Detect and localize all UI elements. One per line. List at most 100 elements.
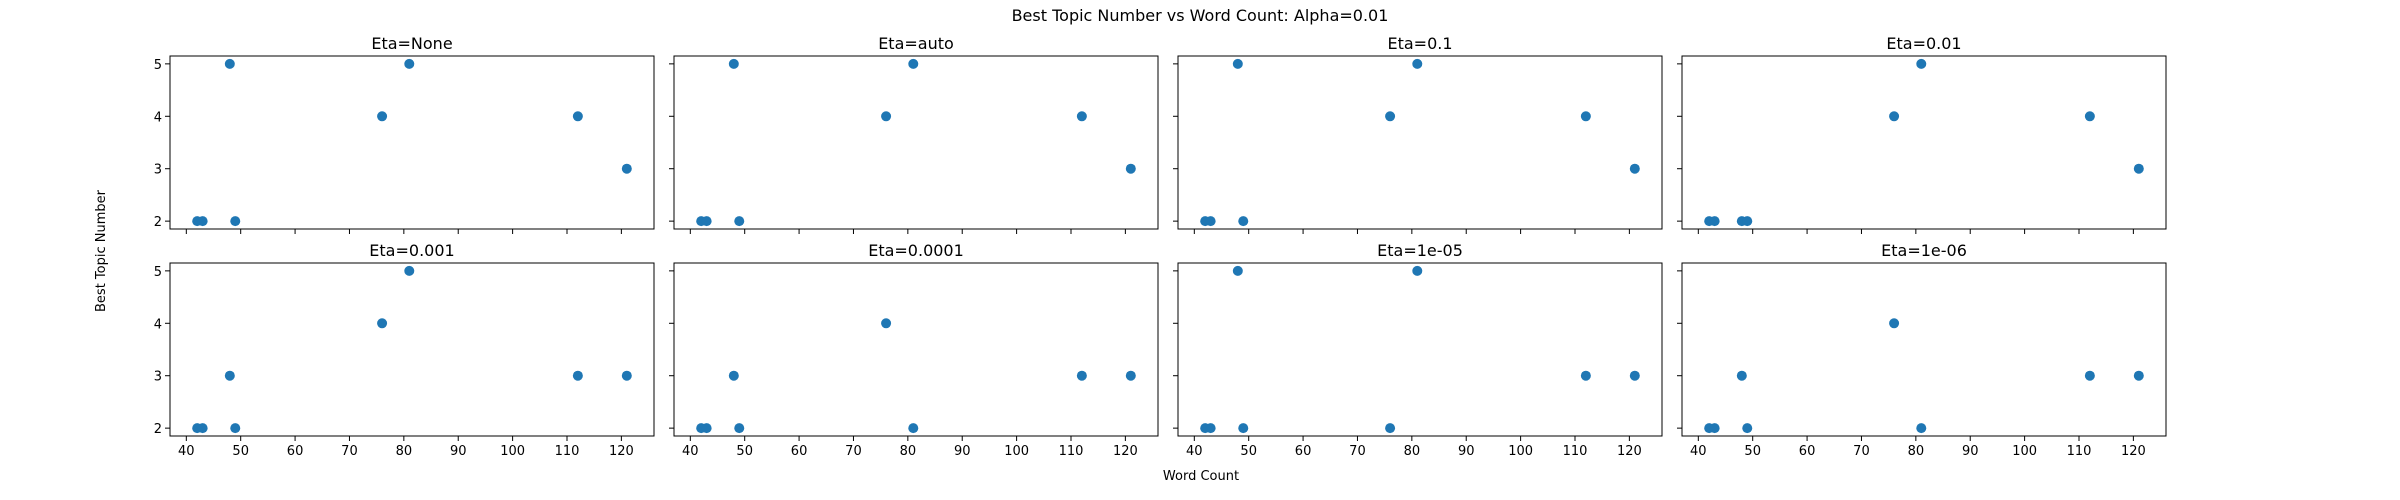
scatter-point — [701, 216, 712, 227]
scatter-point — [1385, 111, 1396, 122]
y-tick-label: 3 — [154, 163, 162, 178]
scatter-point — [701, 423, 712, 434]
subplot-title: Eta=auto — [878, 34, 954, 53]
subplot-title: Eta=0.01 — [1886, 34, 1961, 53]
axes-frame — [1177, 262, 1663, 437]
x-tick-label: 100 — [1508, 444, 1533, 459]
scatter-point — [1742, 216, 1753, 227]
subplot: Eta=0.001 40 50 60 70 80 90 100 110 120 2 3 4 5 — [154, 241, 655, 459]
x-tick-label: 90 — [1458, 444, 1475, 459]
x-tick-label: 40 — [178, 444, 195, 459]
scatter-point — [1385, 423, 1396, 434]
x-tick-label: 90 — [954, 444, 971, 459]
figure-ylabel: Best Topic Number — [94, 189, 109, 312]
x-tick-label: 120 — [609, 444, 634, 459]
x-tick-label: 40 — [1690, 444, 1707, 459]
scatter-point — [224, 370, 235, 381]
x-tick-label: 70 — [845, 444, 862, 459]
figure-suptitle: Best Topic Number vs Word Count: Alpha=0… — [1012, 6, 1389, 25]
x-tick-label: 60 — [791, 444, 808, 459]
y-tick-label: 4 — [154, 110, 162, 125]
axes-frame — [1177, 55, 1663, 230]
axes-frame — [169, 55, 655, 230]
scatter-point — [404, 58, 415, 69]
scatter-point — [197, 216, 208, 227]
scatter-point — [1412, 265, 1423, 276]
scatter-point — [881, 318, 892, 329]
subplot-title: Eta=0.001 — [369, 241, 454, 260]
subplot-grid: Eta=None 2 3 4 5 Eta=auto Eta=0.1 Eta=0.01 Eta=0… — [154, 34, 2167, 459]
scatter-point — [1232, 58, 1243, 69]
y-tick-label: 5 — [154, 58, 162, 73]
scatter-point — [404, 265, 415, 276]
x-tick-label: 80 — [900, 444, 917, 459]
scatter-point — [1889, 111, 1900, 122]
scatter-point — [377, 111, 388, 122]
subplot: Eta=auto — [669, 34, 1159, 234]
scatter-point — [1238, 216, 1249, 227]
subplot-title: Eta=None — [371, 34, 452, 53]
scatter-point — [2133, 163, 2144, 174]
subplot: Eta=1e-05 40 50 60 70 80 90 100 110 120 — [1173, 241, 1663, 459]
scatter-point — [1580, 111, 1591, 122]
scatter-point — [1125, 163, 1136, 174]
scatter-point — [1076, 111, 1087, 122]
x-tick-label: 70 — [1349, 444, 1366, 459]
scatter-point — [734, 423, 745, 434]
scatter-point — [1125, 370, 1136, 381]
scatter-point — [1076, 370, 1087, 381]
x-tick-label: 110 — [1059, 444, 1084, 459]
figure-xlabel: Word Count — [1163, 469, 1239, 484]
subplot: Eta=0.0001 40 50 60 70 80 90 100 110 120 — [669, 241, 1159, 459]
scatter-point — [1709, 216, 1720, 227]
scatter-point — [734, 216, 745, 227]
x-tick-label: 120 — [1113, 444, 1138, 459]
scatter-point — [1742, 423, 1753, 434]
scatter-point — [572, 111, 583, 122]
scatter-point — [908, 423, 919, 434]
scatter-point — [230, 423, 241, 434]
y-tick-label: 3 — [154, 370, 162, 385]
axes-frame — [1681, 262, 2167, 437]
axes-frame — [169, 262, 655, 437]
y-tick-label: 2 — [154, 422, 162, 437]
scatter-point — [1709, 423, 1720, 434]
scatter-point — [728, 370, 739, 381]
scatter-point — [621, 370, 632, 381]
x-tick-label: 60 — [1295, 444, 1312, 459]
x-tick-label: 70 — [341, 444, 358, 459]
scatter-point — [377, 318, 388, 329]
x-tick-label: 100 — [2012, 444, 2037, 459]
scatter-point — [1205, 423, 1216, 434]
scatter-point — [2084, 370, 2095, 381]
y-tick-label: 5 — [154, 265, 162, 280]
scatter-point — [621, 163, 632, 174]
x-tick-label: 120 — [1617, 444, 1642, 459]
subplot-title: Eta=0.1 — [1387, 34, 1452, 53]
x-tick-label: 120 — [2121, 444, 2146, 459]
axes-frame — [673, 262, 1159, 437]
scatter-point — [1232, 265, 1243, 276]
y-tick-label: 2 — [154, 215, 162, 230]
scatter-point — [2133, 370, 2144, 381]
x-tick-label: 40 — [1186, 444, 1203, 459]
x-tick-label: 60 — [287, 444, 304, 459]
scatter-point — [2084, 111, 2095, 122]
x-tick-label: 110 — [2067, 444, 2092, 459]
x-tick-label: 110 — [555, 444, 580, 459]
subplot-title: Eta=1e-05 — [1377, 241, 1463, 260]
x-tick-label: 50 — [1240, 444, 1257, 459]
y-tick-label: 4 — [154, 317, 162, 332]
scatter-point — [1412, 58, 1423, 69]
x-tick-label: 50 — [232, 444, 249, 459]
scatter-point — [1629, 370, 1640, 381]
scatter-point — [1889, 318, 1900, 329]
subplot: Eta=1e-06 40 50 60 70 80 90 100 110 120 — [1677, 241, 2167, 459]
scatter-point — [728, 58, 739, 69]
x-tick-label: 80 — [396, 444, 413, 459]
subplot: Eta=None 2 3 4 5 — [154, 34, 655, 234]
x-tick-label: 50 — [1744, 444, 1761, 459]
x-tick-label: 70 — [1853, 444, 1870, 459]
scatter-point — [1916, 58, 1927, 69]
scatter-point — [1629, 163, 1640, 174]
